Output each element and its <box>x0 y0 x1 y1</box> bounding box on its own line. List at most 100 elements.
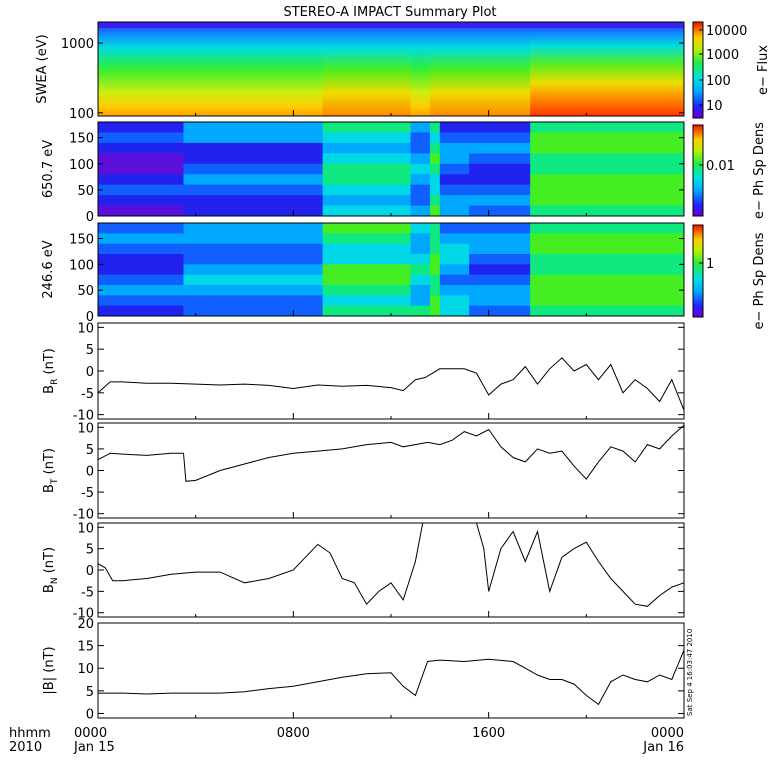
e246-heatmap-cell <box>98 274 184 286</box>
e246-heatmap-cell <box>322 254 412 265</box>
bt-frame <box>97 422 685 519</box>
e246-heatmap-cell <box>469 295 531 307</box>
e650-heatmap-cell <box>98 142 184 154</box>
e246-ytick-label: 50 <box>77 284 94 299</box>
bn-ytick-label: 5 <box>86 543 94 558</box>
e246-heatmap-cell <box>98 223 184 234</box>
e650-heatmap-cell <box>322 184 412 196</box>
swea-heatmap-cell <box>469 22 531 116</box>
colorbar-tick-label: 0.01 <box>706 159 735 174</box>
e246-heatmap-cell <box>469 264 531 276</box>
bt-ylabel-unit: (nT) <box>42 448 57 478</box>
time-axis-corner-top: hhmm <box>9 726 51 741</box>
e246-heatmap-cell <box>183 285 324 296</box>
e246-heatmap-cell <box>410 274 431 286</box>
colorbar-label: e− Ph Sp Dens <box>752 122 767 219</box>
e650-heatmap-cell <box>530 132 685 144</box>
e650-heatmap-cell <box>439 184 470 196</box>
e246-heatmap-cell <box>439 295 470 307</box>
e650-heatmap-cell <box>98 184 184 196</box>
bt-series-line <box>97 424 685 482</box>
e246-heatmap-cell <box>530 254 685 265</box>
e650-heatmap-cell <box>410 142 431 154</box>
e650-heatmap-cell <box>430 132 441 144</box>
bn-frame <box>97 522 685 618</box>
e650-heatmap-cell <box>469 153 531 165</box>
bmag-ytick-label: 10 <box>77 662 94 677</box>
e246-heatmap-cell <box>469 305 531 317</box>
e246-heatmap-cell <box>183 305 324 317</box>
swea-heatmap-cell <box>430 22 470 116</box>
e650-heatmap-cell <box>439 153 470 165</box>
e246-heatmap-cell <box>430 305 441 317</box>
e650-heatmap-cell <box>430 195 441 207</box>
e650-heatmap-cell <box>410 195 431 207</box>
e650-heatmap-cell <box>469 205 531 217</box>
e246-heatmap-cell <box>410 264 431 276</box>
bt-ytick-label: -5 <box>81 486 94 501</box>
swea-heatmap-cell <box>530 22 556 116</box>
e246-heatmap-cell <box>439 274 470 286</box>
e650-heatmap-cell <box>183 142 324 154</box>
e246-heatmap-cell <box>430 285 441 296</box>
colorbar-tick-label: 100 <box>706 74 731 89</box>
colorbar-e650 <box>692 124 704 217</box>
e246-heatmap-cell <box>410 243 431 255</box>
colorbar-swea <box>692 21 704 119</box>
e246-heatmap-cell <box>530 264 685 276</box>
e246-heatmap-cell <box>98 305 184 317</box>
e246-heatmap-cell <box>322 243 412 255</box>
bmag-ytick-label: 15 <box>77 640 94 655</box>
swea-ylabel: SWEA (eV) <box>35 34 50 103</box>
e650-heatmap-cell <box>430 184 441 196</box>
colorbar-tick-label: 1 <box>706 257 714 272</box>
colorbar-tick-label: 10 <box>706 99 723 114</box>
time-tick-label: 0000 <box>74 726 107 741</box>
e650-heatmap-cell <box>98 163 184 175</box>
e650-heatmap-cell <box>183 174 324 186</box>
br-ytick-label: -5 <box>81 387 94 402</box>
e650-heatmap-cell <box>410 153 431 165</box>
e650-heatmap-cell <box>410 184 431 196</box>
swea-heatmap-cell <box>98 22 180 116</box>
e650-heatmap-cell <box>322 132 412 144</box>
e246-heatmap-cell <box>183 243 324 255</box>
e246-heatmap-cell <box>98 254 184 265</box>
e246-heatmap-cell <box>439 233 470 245</box>
e246-heatmap-cell <box>430 274 441 286</box>
e246-heatmap-cell <box>322 305 412 317</box>
e650-heatmap-cell <box>430 174 441 186</box>
e246-heatmap-cell <box>98 295 184 307</box>
e650-heatmap-cell <box>410 122 431 133</box>
time-tick-label: 1600 <box>472 726 505 741</box>
bn-ytick-label: -5 <box>81 585 94 600</box>
e246-heatmap-cell <box>410 295 431 307</box>
e246-heatmap-cell <box>430 295 441 307</box>
e246-heatmap-cell <box>439 223 470 234</box>
e650-heatmap-cell <box>469 122 531 133</box>
timestamp-label: Sat Sep 4 16:03:47 2010 <box>686 629 694 716</box>
bmag-ytick-label: 20 <box>77 617 94 632</box>
e650-heatmap-cell <box>183 163 324 175</box>
e246-ytick-label: 0 <box>86 310 94 325</box>
e246-heatmap-cell <box>322 285 412 296</box>
e650-heatmap-cell <box>530 142 685 154</box>
e246-heatmap-cell <box>530 243 685 255</box>
e650-heatmap-cell <box>410 174 431 186</box>
e246-heatmap-cell <box>530 223 685 234</box>
e246-heatmap-cell <box>469 254 531 265</box>
e650-heatmap-cell <box>530 122 685 133</box>
swea-ytick-label: 1000 <box>61 37 94 52</box>
swea-heatmap-cell <box>622 22 685 116</box>
e650-heatmap-cell <box>183 195 324 207</box>
bn-ylabel-subscript: N <box>50 577 60 584</box>
e650-heatmap-cell <box>430 142 441 154</box>
e246-heatmap-cell <box>322 274 412 286</box>
time-tick-label: 0800 <box>277 726 310 741</box>
colorbar-tick-label: 1000 <box>706 48 739 63</box>
bt-ytick-label: 5 <box>86 443 94 458</box>
bt-ytick-label: 0 <box>86 465 94 480</box>
